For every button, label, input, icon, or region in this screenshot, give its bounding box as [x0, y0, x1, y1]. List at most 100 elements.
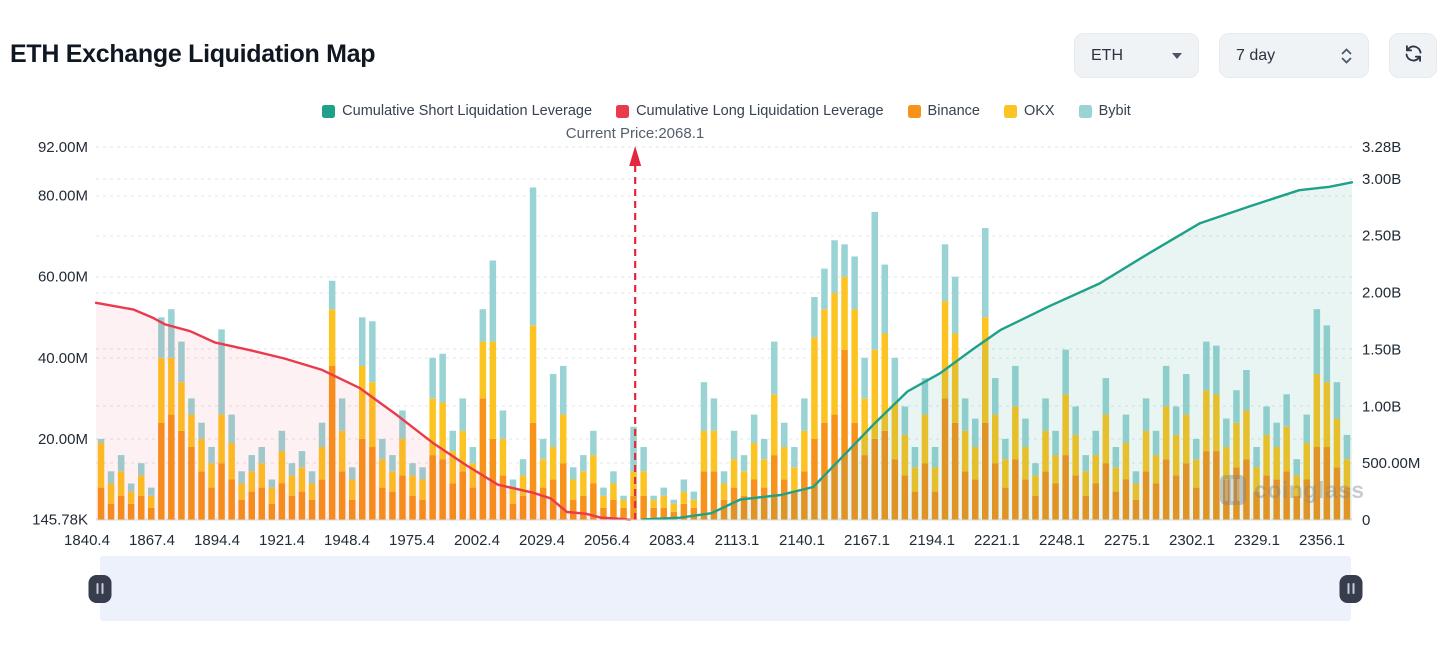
liquidation-bar-segment [168, 357, 175, 415]
liquidation-bar-segment [1002, 438, 1009, 460]
legend-swatch-bybit [1078, 104, 1092, 118]
legend-item-short-leverage[interactable]: Cumulative Short Liquidation Leverage [322, 103, 592, 119]
liquidation-bar-segment [529, 325, 537, 423]
liquidation-bar-segment [1263, 434, 1270, 476]
left-axis-tick-label: 145.78K [32, 511, 88, 528]
liquidation-bar-segment [570, 499, 577, 520]
liquidation-bar-segment [1303, 414, 1310, 443]
liquidation-bar-segment [650, 495, 657, 500]
liquidation-bar-segment [349, 479, 356, 500]
slider-handle-left[interactable] [88, 574, 112, 603]
liquidation-bar-segment [288, 495, 296, 520]
liquidation-bar-segment [218, 414, 225, 464]
liquidation-bar-segment [972, 418, 979, 447]
liquidation-bar-segment [1102, 463, 1110, 520]
liquidation-bar-segment [941, 244, 949, 302]
liquidation-bar-segment [168, 309, 175, 358]
liquidation-bar-segment [369, 321, 376, 383]
liquidation-bar-segment [328, 309, 336, 366]
liquidation-bar-segment [148, 495, 155, 508]
liquidation-bar-segment [349, 499, 356, 520]
liquidation-bar-segment [529, 422, 537, 520]
liquidation-bar-segment [359, 438, 366, 520]
x-axis-tick-label: 2275.1 [1104, 532, 1150, 549]
liquidation-bar-segment [399, 438, 406, 476]
liquidation-bar-segment [97, 438, 105, 443]
liquidation-bar-segment [389, 491, 396, 520]
liquidation-bar-segment [1162, 459, 1170, 520]
liquidation-bar-segment [1213, 345, 1220, 395]
liquidation-bar-segment [781, 447, 788, 480]
liquidation-bar-segment [1132, 499, 1140, 520]
x-axis-tick-label: 1948.4 [324, 532, 370, 549]
liquidation-bar-segment [1293, 475, 1300, 496]
liquidation-bar-segment [1002, 487, 1009, 520]
liquidation-bar-segment [941, 398, 949, 520]
liquidation-bar-segment [1223, 418, 1230, 447]
liquidation-bar-segment [1112, 447, 1120, 468]
x-axis-tick-label: 1840.4 [64, 532, 110, 549]
liquidation-bar-segment [941, 301, 949, 399]
legend-item-binance[interactable]: Binance [907, 103, 980, 119]
liquidation-bar-segment [630, 426, 637, 472]
coin-select[interactable]: ETH [1074, 33, 1199, 78]
liquidation-bar-segment [771, 455, 778, 520]
x-axis-tick-label: 2167.1 [844, 532, 890, 549]
legend-swatch-short [322, 104, 336, 118]
liquidation-bar-segment [730, 487, 738, 520]
range-slider-track[interactable] [88, 556, 1363, 621]
slider-handle-right[interactable] [1339, 574, 1363, 603]
liquidation-bar-segment [228, 479, 235, 520]
liquidation-bar-segment [891, 402, 899, 460]
liquidation-bar-segment [560, 414, 567, 464]
legend-swatch-binance [907, 104, 921, 118]
legend-item-bybit[interactable]: Bybit [1078, 103, 1131, 119]
liquidation-bar-segment [560, 463, 567, 520]
liquidation-bar-segment [1082, 455, 1089, 472]
liquidation-bar-segment [1293, 459, 1300, 476]
liquidation-bar-segment [268, 487, 276, 504]
refresh-button[interactable] [1389, 33, 1437, 78]
liquidation-bar-segment [127, 491, 135, 504]
liquidation-bar-segment [258, 447, 265, 464]
liquidation-bar-segment [208, 487, 215, 520]
liquidation-bar-segment [1183, 374, 1190, 415]
liquidation-bar-segment [600, 507, 607, 520]
liquidation-bar-segment [1162, 365, 1170, 407]
legend-item-long-leverage[interactable]: Cumulative Long Liquidation Leverage [616, 103, 884, 119]
liquidation-bar-segment [992, 463, 999, 520]
liquidation-bar-segment [499, 438, 507, 476]
liquidation-bar-segment [1052, 455, 1059, 484]
liquidation-bar-segment [469, 487, 477, 520]
liquidation-bar-segment [1042, 430, 1049, 472]
liquidation-bar-segment [228, 443, 235, 480]
liquidation-bar-segment [680, 503, 688, 520]
liquidation-bar-segment [1072, 406, 1079, 435]
liquidation-bar-segment [308, 483, 316, 500]
liquidation-bar-segment [931, 491, 939, 520]
liquidation-bar-segment [238, 483, 245, 500]
liquidation-bar-segment [1112, 467, 1120, 492]
liquidation-bar-segment [419, 499, 426, 520]
liquidation-bar-segment [1293, 495, 1300, 520]
liquidation-bar-segment [992, 378, 999, 415]
x-axis-tick-label: 2002.4 [454, 532, 500, 549]
liquidation-bar-segment [379, 438, 386, 460]
legend-item-okx[interactable]: OKX [1003, 103, 1055, 119]
liquidation-bar-segment [529, 187, 537, 326]
liquidation-bar-segment [670, 499, 677, 504]
liquidation-bar-segment [489, 260, 497, 342]
liquidation-bar-segment [590, 483, 597, 520]
liquidation-bar-segment [399, 410, 406, 439]
liquidation-bar-segment [449, 451, 456, 484]
liquidation-bar-segment [1092, 455, 1099, 484]
liquidation-bar-segment [841, 276, 848, 350]
liquidation-bar-segment [831, 240, 838, 293]
liquidation-bar-segment [1032, 463, 1039, 476]
timerange-select[interactable]: 7 day [1219, 33, 1369, 78]
liquidation-bar-segment [238, 471, 245, 484]
liquidation-bar-segment [620, 495, 627, 500]
liquidation-bar-segment [660, 507, 667, 520]
liquidation-bar-segment [218, 463, 225, 520]
